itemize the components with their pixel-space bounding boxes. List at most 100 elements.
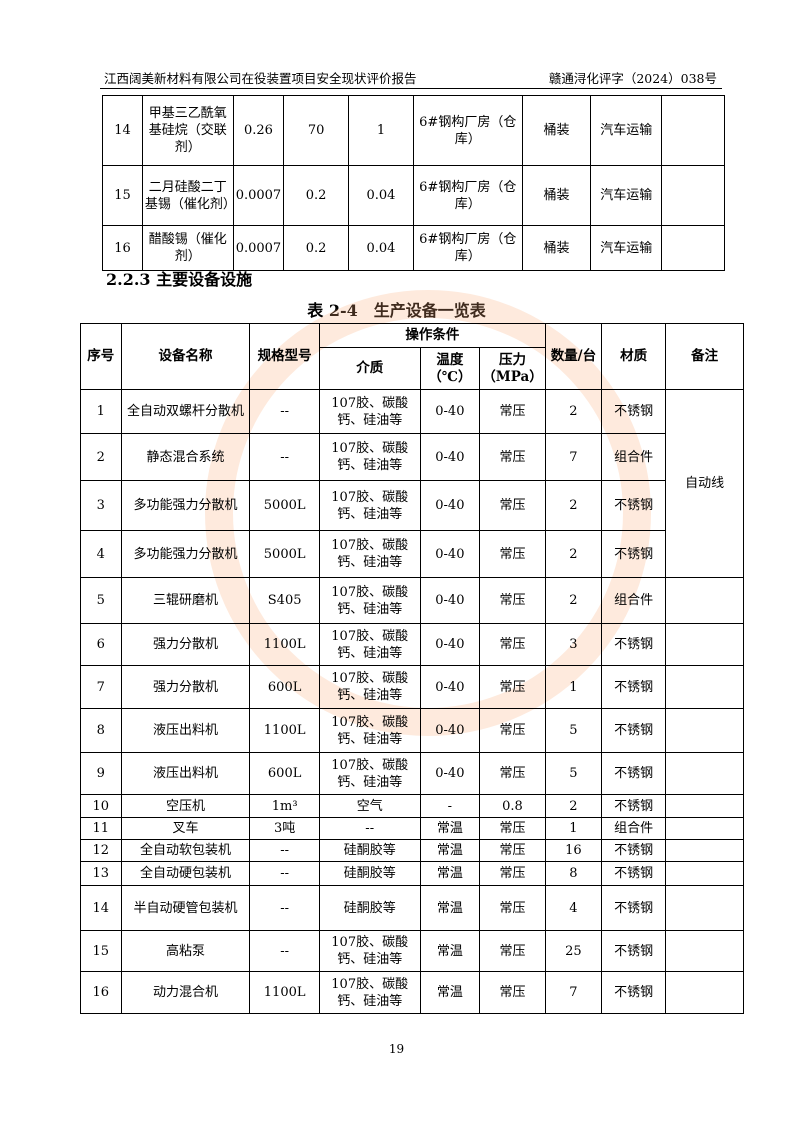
table-cell: 12 [80,839,122,862]
table-row: 6 强力分散机 1100L 107胶、碳酸钙、硅油等 0-40 常压 3 不锈钢 [80,623,744,666]
table-cell: 107胶、碳酸钙、硅油等 [318,665,421,709]
table-row: 4 多功能强力分散机 5000L 107胶、碳酸钙、硅油等 0-40 常压 2 不锈钢 [80,530,744,578]
table-cell: 常压 [479,839,546,862]
table-cell: 组合件 [601,577,667,624]
table-cell [661,165,725,226]
table-cell: 7 [544,971,603,1014]
table-cell: 2 [544,794,603,818]
table-cell: 不锈钢 [601,389,667,434]
table-cell: 液压出料机 [120,708,251,753]
table-cell: 0-40 [419,708,481,753]
table-cell: 硅酮胶等 [318,885,421,931]
table-cell: -- [249,861,320,886]
table-cell: 107胶、碳酸钙、硅油等 [318,930,421,972]
table-cell: 常压 [479,577,546,624]
table-row: 15 二月硅酸二丁基锡（催化剂） 0.0007 0.2 0.04 6#钢构厂房（仓库） 桶装… [102,165,725,226]
table-cell: 107胶、碳酸钙、硅油等 [318,389,421,434]
table-cell: 半自动硬管包装机 [120,885,251,931]
table-row: 8 液压出料机 1100L 107胶、碳酸钙、硅油等 0-40 常压 5 不锈钢 [80,708,744,753]
table-cell: 常压 [479,480,546,531]
table-cell: -- [318,817,421,840]
table-row: 1 全自动双螺杆分散机 -- 107胶、碳酸钙、硅油等 0-40 常压 2 不锈钢 自动线 [80,389,744,578]
table-cell: 常压 [479,817,546,840]
remark-cell [665,839,744,862]
header-divider [100,88,722,89]
table-row: 14 半自动硬管包装机 -- 硅酮胶等 常温 常压 4 不锈钢 [80,885,744,931]
table-cell: 常压 [479,433,546,481]
table-cell: 0.8 [479,794,546,818]
table-cell: 14 [102,95,143,166]
table-cell: 常压 [479,752,546,795]
remark-cell: 自动线 [665,389,744,578]
remark-cell [665,623,744,666]
table-cell: 静态混合系统 [120,433,251,481]
table-cell: 不锈钢 [601,530,667,578]
table-cell: 2 [544,480,603,531]
table-cell: 1 [544,817,603,840]
section-title: 2.2.3 主要设备设施 [106,270,253,289]
table-cell: 1 [80,389,122,434]
remark-cell [665,971,744,1014]
table-cell: 三辊研磨机 [120,577,251,624]
table-cell: 3 [80,480,122,531]
table-cell: 107胶、碳酸钙、硅油等 [318,433,421,481]
table-cell: 醋酸锡（催化剂） [141,225,234,271]
table-cell: 107胶、碳酸钙、硅油等 [318,480,421,531]
remark-cell [665,794,744,818]
table-cell: 全自动双螺杆分散机 [120,389,251,434]
table-cell: 16 [102,225,143,271]
equipment-table: 序号 设备名称 规格型号 操作条件 数量/台 材质 备注 介质 温度（℃） 压力… [80,323,744,1014]
header-material: 材质 [601,323,667,390]
header-spec: 规格型号 [249,323,320,390]
remark-cell [665,930,744,972]
table-row: 13 全自动硬包装机 -- 硅酮胶等 常温 常压 8 不锈钢 [80,861,744,886]
table-cell: 3吨 [249,817,320,840]
table-cell: 不锈钢 [601,794,667,818]
table-cell: 硅酮胶等 [318,861,421,886]
table-cell: 2 [544,530,603,578]
table-cell: 1100L [249,623,320,666]
table-cell: 7 [80,665,122,709]
header-no: 序号 [80,323,122,390]
table-cell: 15 [80,930,122,972]
table-cell: 常温 [419,885,481,931]
table-cell: 13 [80,861,122,886]
table-cell: 0-40 [419,665,481,709]
table-cell: 常压 [479,861,546,886]
remark-cell [665,665,744,709]
table-cell: 强力分散机 [120,665,251,709]
table-cell: 常压 [479,708,546,753]
table-cell: 10 [80,794,122,818]
page-number: 19 [388,1042,405,1056]
remark-cell [665,861,744,886]
table-cell: 高粘泵 [120,930,251,972]
table-cell: 6#钢构厂房（仓库） [412,95,523,166]
remark-cell [665,708,744,753]
table-cell: 11 [80,817,122,840]
table-cell: 常压 [479,623,546,666]
table-row: 7 强力分散机 600L 107胶、碳酸钙、硅油等 0-40 常压 1 不锈钢 [80,665,744,709]
table-row: 5 三辊研磨机 S405 107胶、碳酸钙、硅油等 0-40 常压 2 组合件 [80,577,744,624]
table-cell: 5 [80,577,122,624]
table-row: 10 空压机 1m³ 空气 -0.8 2 不锈钢 [80,794,744,818]
table-cell: -- [249,839,320,862]
header-left: 江西阔美新材料有限公司在役装置项目安全现状评价报告 [104,71,417,86]
table-cell: 107胶、碳酸钙、硅油等 [318,752,421,795]
table-row: 2 静态混合系统 -- 107胶、碳酸钙、硅油等 0-40 常压 7 组合件 [80,433,744,481]
table-cell: -- [249,389,320,434]
table-cell: 1100L [249,971,320,1014]
table-row: 9 液压出料机 600L 107胶、碳酸钙、硅油等 0-40 常压 5 不锈钢 [80,752,744,795]
table-cell: 107胶、碳酸钙、硅油等 [318,623,421,666]
table-cell: 常温 [419,839,481,862]
table-cell: 全自动软包装机 [120,839,251,862]
table-cell: 不锈钢 [601,971,667,1014]
table-cell: 甲基三乙酰氧基硅烷（交联剂） [141,95,234,166]
table-cell: 组合件 [601,433,667,481]
table-cell: 6#钢构厂房（仓库） [412,165,523,226]
table-cell: 6#钢构厂房（仓库） [412,225,523,271]
table-cell: 不锈钢 [601,665,667,709]
table-cell: 常压 [479,665,546,709]
table-cell: 16 [544,839,603,862]
table-cell: 0.0007 [232,165,285,226]
